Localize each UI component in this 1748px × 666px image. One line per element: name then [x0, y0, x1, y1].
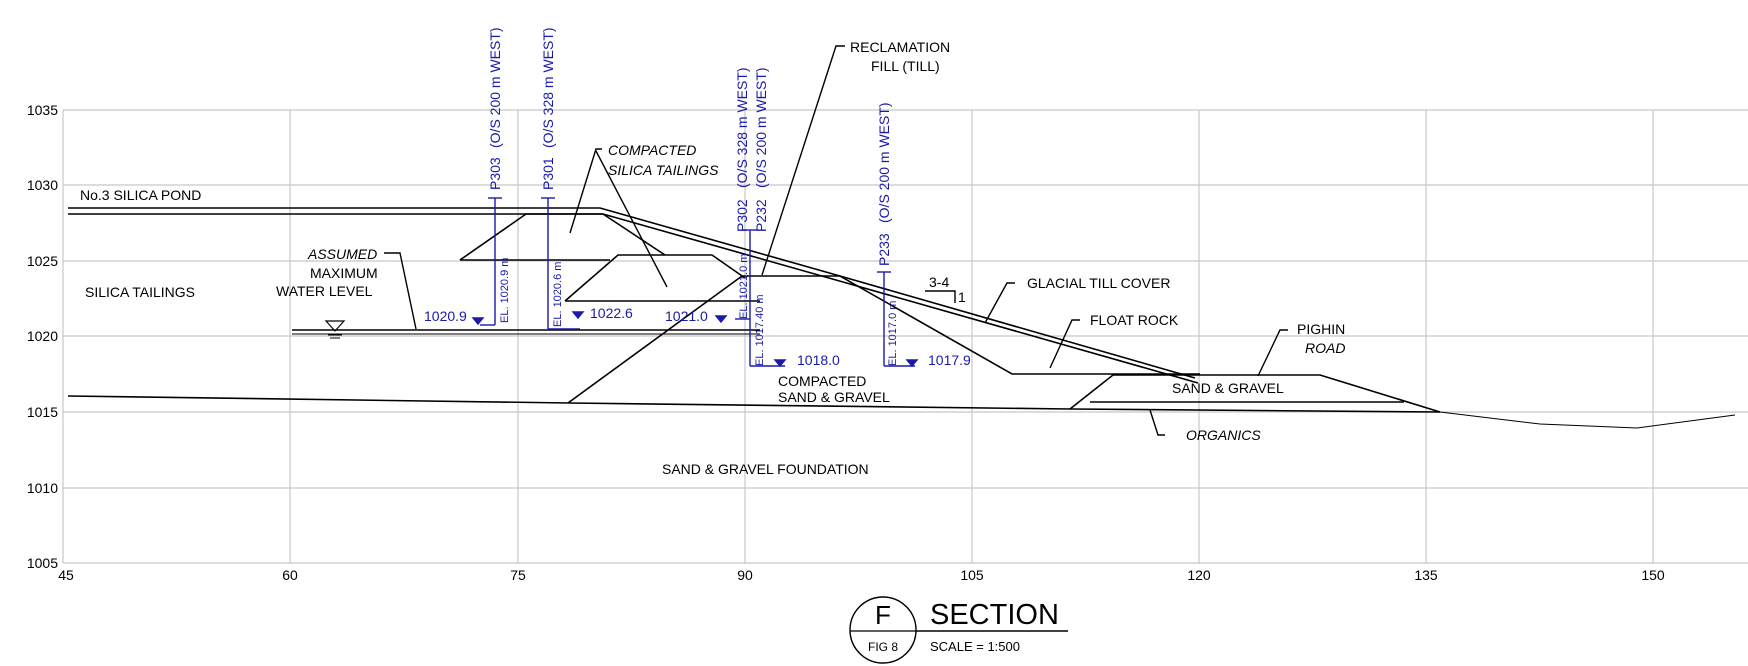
- compacted-sand-label: COMPACTED: [778, 373, 866, 389]
- y-tick: 1025: [27, 253, 58, 269]
- grid: [62, 109, 1748, 564]
- instrument-id: P301: [540, 157, 556, 190]
- instrument-elevation: EL. 1020.6 m: [552, 262, 564, 327]
- water-level-label: WATER LEVEL: [276, 283, 373, 299]
- leader-lines: [384, 45, 1288, 436]
- section-title: SECTION: [930, 599, 1059, 631]
- water-level-value: 1018.0: [797, 352, 840, 368]
- glacial-till-label: GLACIAL TILL COVER: [1027, 275, 1170, 291]
- instrument-id: P233: [876, 233, 892, 266]
- section-geometry: [67, 207, 1736, 429]
- compacted-silica-label-2: SILICA TAILINGS: [608, 162, 719, 178]
- x-axis-labels: 45 60 75 90 105 120 135 150: [58, 567, 1665, 583]
- instrument-elevation: EL. 1021.0 m: [738, 254, 750, 319]
- x-tick: 150: [1641, 567, 1665, 583]
- water-level-value: 1022.6: [590, 305, 633, 321]
- water-level-value: 1017.9: [928, 352, 971, 368]
- title-block: F FIG 8 SECTION SCALE = 1:500: [849, 596, 1068, 664]
- float-rock-label: FLOAT ROCK: [1090, 312, 1179, 328]
- assumed-label: ASSUMED: [307, 246, 377, 262]
- y-tick: 1035: [27, 102, 58, 118]
- instrument-id: P232: [753, 199, 769, 232]
- y-axis-labels: 1035 1030 1025 1020 1015 1010 1005: [27, 102, 58, 571]
- y-tick: 1005: [27, 555, 58, 571]
- reclamation-label: RECLAMATION: [850, 39, 950, 55]
- figure-number: FIG 8: [868, 640, 898, 654]
- original-ground-line: [67, 395, 1441, 413]
- foundation-label: SAND & GRAVEL FOUNDATION: [662, 461, 869, 477]
- maximum-label: MAXIMUM: [310, 265, 378, 281]
- x-tick: 105: [960, 567, 984, 583]
- silica-tailings-label: SILICA TAILINGS: [85, 284, 195, 300]
- instrument-offset: (O/S 200 m WEST): [753, 67, 769, 188]
- x-tick: 135: [1414, 567, 1438, 583]
- mid-compacted-zone: [564, 254, 746, 302]
- slope-ratio-side: 1: [958, 289, 966, 305]
- compacted-sand-gravel: [567, 275, 1200, 404]
- silica-pond-label: No.3 SILICA POND: [80, 187, 201, 203]
- organics-label: ORGANICS: [1186, 427, 1261, 443]
- road-label: ROAD: [1305, 340, 1345, 356]
- pond-surface-line: [68, 207, 1196, 379]
- slope-ratio-top: 3-4: [929, 274, 949, 290]
- reclamation-label-2: FILL (TILL): [871, 58, 940, 74]
- instrument-elevation: EL. 1020.9 m: [499, 258, 511, 323]
- sand-gravel-road: [1069, 374, 1441, 413]
- ground-extension-line: [1439, 411, 1736, 429]
- pighin-label: PIGHIN: [1297, 321, 1345, 337]
- water-level-value: 1021.0: [665, 308, 708, 324]
- x-tick: 120: [1187, 567, 1211, 583]
- y-tick: 1015: [27, 404, 58, 420]
- instrument-id: P303: [487, 157, 503, 190]
- x-tick: 60: [282, 567, 298, 583]
- instrument-elevation: EL. 1017.0 m: [887, 301, 899, 366]
- instrument-lines: [471, 197, 919, 368]
- section-labels: No.3 SILICA POND SILICA TAILINGS ASSUMED…: [80, 39, 1345, 477]
- instrument-id: P302: [734, 199, 750, 232]
- water-level-value: 1020.9: [424, 308, 467, 324]
- sand-gravel-label: SAND & GRAVEL: [1172, 380, 1284, 396]
- compacted-silica-label: COMPACTED: [608, 142, 696, 158]
- section-letter: F: [875, 600, 891, 630]
- x-tick: 45: [58, 567, 74, 583]
- instrument-offset: (O/S 200 m WEST): [876, 102, 892, 223]
- y-tick: 1030: [27, 177, 58, 193]
- instrument-labels: P303 (O/S 200 m WEST) P301 (O/S 328 m WE…: [424, 27, 971, 368]
- cover-surface-line: [68, 213, 1199, 384]
- x-tick: 90: [737, 567, 753, 583]
- instrument-offset: (O/S 328 m WEST): [540, 27, 556, 148]
- y-tick: 1020: [27, 328, 58, 344]
- instrument-offset: (O/S 328 m WEST): [734, 67, 750, 188]
- compacted-sand-label-2: SAND & GRAVEL: [778, 389, 890, 405]
- instrument-elevation: EL. 1017.40 m: [754, 294, 766, 366]
- y-tick: 1010: [27, 480, 58, 496]
- scale-label: SCALE = 1:500: [930, 639, 1020, 654]
- x-tick: 75: [510, 567, 526, 583]
- instrument-offset: (O/S 200 m WEST): [487, 27, 503, 148]
- upper-compacted-zone: [459, 213, 666, 261]
